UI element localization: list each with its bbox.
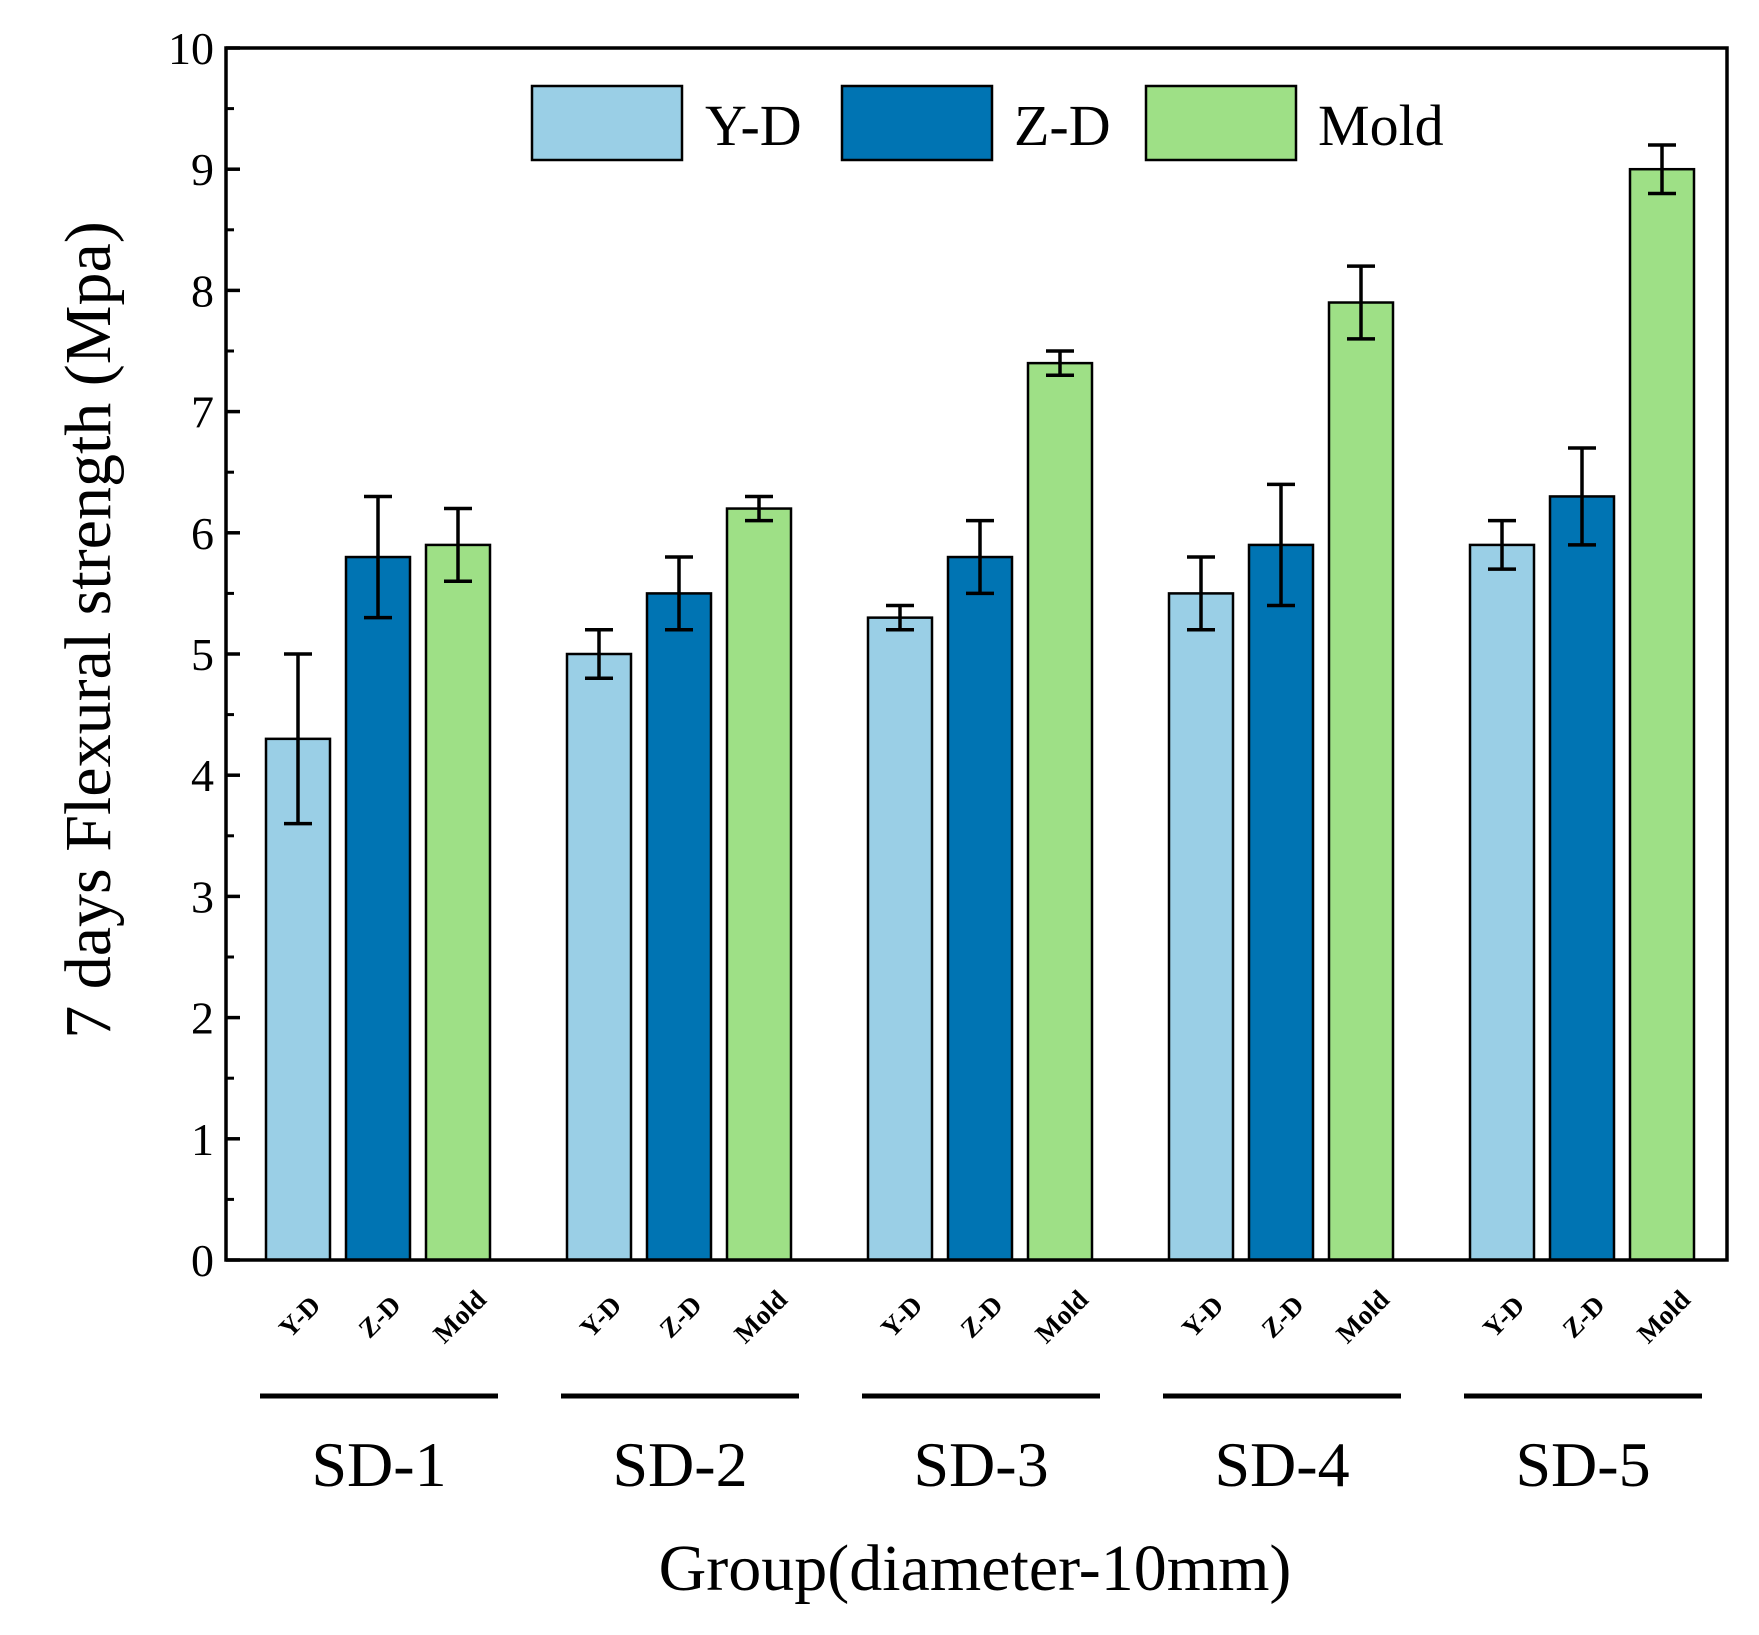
legend-swatch: [840, 84, 994, 162]
bar-sd-3-z-d: [946, 555, 1014, 1262]
y-axis-title: 7 days Flexural strength (Mpa): [52, 221, 125, 1039]
bar-sd-4-z-d: [1247, 543, 1315, 1262]
bar-sd-4-y-d: [1167, 592, 1235, 1262]
bars-layer: [264, 167, 1696, 1262]
y-tick-label: 7: [191, 387, 214, 438]
error-bars-layer: [284, 143, 1676, 826]
bar-sd-3-mold: [1026, 361, 1094, 1262]
error-bar-sd-2-mold: [745, 494, 773, 523]
legend-swatch: [1144, 84, 1298, 162]
legend-swatch: [530, 84, 684, 162]
y-tick-label: 10: [168, 23, 214, 74]
legend-item-y-d: Y-D: [530, 84, 802, 162]
error-bar-sd-3-z-d: [966, 518, 994, 596]
bar-sd-1-z-d: [344, 555, 412, 1262]
y-tick-label: 3: [191, 871, 214, 922]
bar-sd-2-mold: [725, 507, 793, 1262]
error-bar-sd-5-mold: [1648, 143, 1676, 196]
bar-sd-4-mold: [1327, 301, 1395, 1262]
y-tick-label: 5: [191, 629, 214, 680]
error-bar-sd-4-mold: [1347, 264, 1375, 341]
bar-sd-5-mold: [1628, 167, 1696, 1262]
bar-sd-1-mold: [424, 543, 492, 1262]
error-bar-sd-5-z-d: [1568, 446, 1596, 547]
group-label-sd-2: SD-2: [612, 1429, 747, 1500]
group-label-sd-3: SD-3: [913, 1429, 1048, 1500]
bar-sd-2-z-d: [645, 592, 713, 1262]
legend-label: Z-D: [1014, 93, 1111, 158]
error-bar-sd-4-y-d: [1187, 555, 1215, 632]
error-bar-sd-1-y-d: [284, 652, 312, 826]
error-bar-sd-3-y-d: [886, 603, 914, 632]
group-label-sd-1: SD-1: [311, 1429, 446, 1500]
error-bar-sd-1-mold: [444, 506, 472, 584]
legend-item-mold: Mold: [1144, 84, 1444, 162]
bar-sd-3-y-d: [866, 616, 934, 1262]
error-bar-sd-1-z-d: [364, 494, 392, 620]
y-tick-label: 8: [191, 265, 214, 316]
error-bar-sd-2-z-d: [665, 555, 693, 632]
bar-sd-1-y-d: [264, 737, 332, 1262]
bar-sd-5-z-d: [1548, 495, 1616, 1262]
y-tick-label: 6: [191, 508, 214, 559]
error-bar-sd-4-z-d: [1267, 482, 1295, 608]
bar-sd-2-y-d: [565, 652, 633, 1262]
y-tick-label: 2: [191, 993, 214, 1044]
x-axis-title: Group(diameter-10mm): [659, 1532, 1292, 1605]
y-tick-label: 9: [191, 144, 214, 195]
y-tick-label: 0: [191, 1235, 214, 1286]
legend-item-z-d: Z-D: [840, 84, 1111, 162]
error-bar-sd-2-y-d: [585, 628, 613, 680]
axes-layer: 0 1 2 3 4 5 6 7 8 9 10: [168, 23, 1729, 1286]
group-label-sd-4: SD-4: [1214, 1429, 1349, 1500]
group-label-sd-5: SD-5: [1515, 1429, 1650, 1500]
legend: Y-D Z-D Mold: [530, 84, 1444, 162]
legend-label: Y-D: [705, 93, 802, 158]
y-tick-label: 1: [191, 1114, 214, 1165]
error-bar-sd-5-y-d: [1488, 518, 1516, 571]
y-tick-label: 4: [191, 750, 214, 801]
bar-sd-5-y-d: [1468, 543, 1536, 1262]
legend-label: Mold: [1318, 93, 1444, 158]
error-bar-sd-3-mold: [1046, 349, 1074, 377]
